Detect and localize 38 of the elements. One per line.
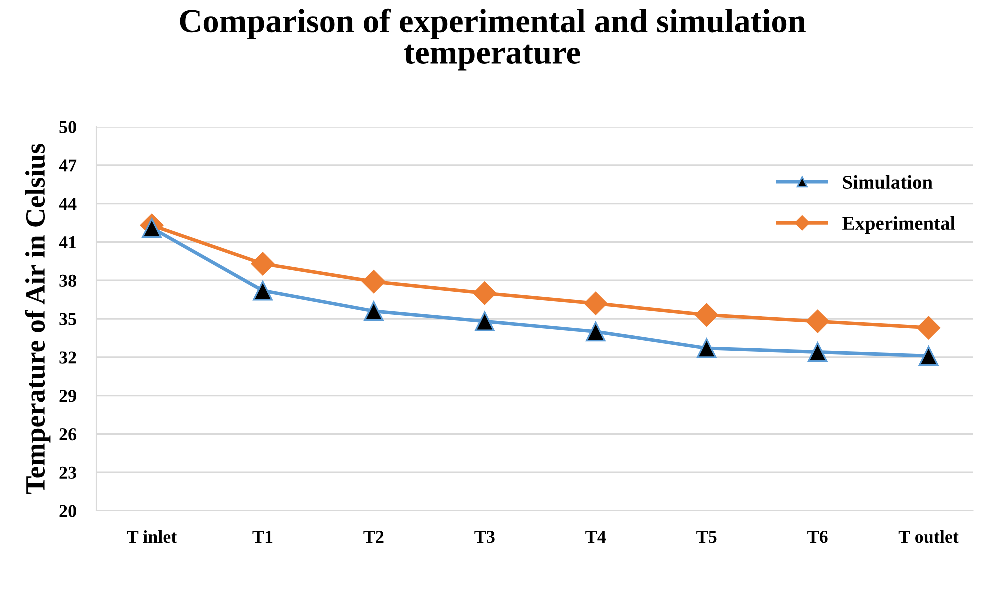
y-tick-label: 26 — [60, 428, 77, 441]
x-tick-label: T5 — [696, 531, 717, 544]
point — [251, 252, 275, 276]
point — [584, 292, 608, 316]
point — [695, 304, 718, 327]
y-tick-label: 29 — [60, 390, 76, 402]
point — [475, 312, 495, 332]
point — [473, 282, 497, 306]
legend-label: Experimental — [842, 216, 956, 234]
y-axis-title: Temperature of Air in Celsius — [25, 144, 51, 494]
y-tick-label: 20 — [60, 505, 76, 518]
point — [253, 280, 273, 301]
y-tick-label: 32 — [60, 352, 76, 364]
point — [806, 310, 830, 334]
point — [917, 316, 940, 340]
x-tick-label: T6 — [808, 531, 828, 544]
y-tick-label: 44 — [59, 198, 77, 210]
point — [808, 342, 828, 362]
point — [364, 301, 384, 322]
y-tick-label: 35 — [60, 313, 76, 326]
y-tick-label: 38 — [60, 274, 76, 288]
y-tick-label: 47 — [59, 160, 77, 172]
point — [586, 322, 606, 342]
legend-label: Simulation — [843, 175, 933, 190]
y-tick-label: 41 — [59, 236, 76, 248]
x-tick-label: T1 — [252, 531, 273, 543]
point — [142, 218, 162, 238]
x-tick-label: T3 — [474, 531, 495, 544]
x-tick-label: T4 — [586, 531, 606, 543]
x-tick-label: T outlet — [898, 530, 959, 544]
y-tick-label: 23 — [60, 466, 76, 480]
y-tick-label: 50 — [60, 121, 76, 134]
x-tick-label: T2 — [364, 531, 384, 543]
x-tick-label: T inlet — [127, 530, 178, 544]
chart-title: Comparison of experimental and simulation temperature — [180, 8, 806, 71]
point — [362, 270, 386, 294]
point — [918, 346, 939, 366]
point — [696, 338, 717, 358]
